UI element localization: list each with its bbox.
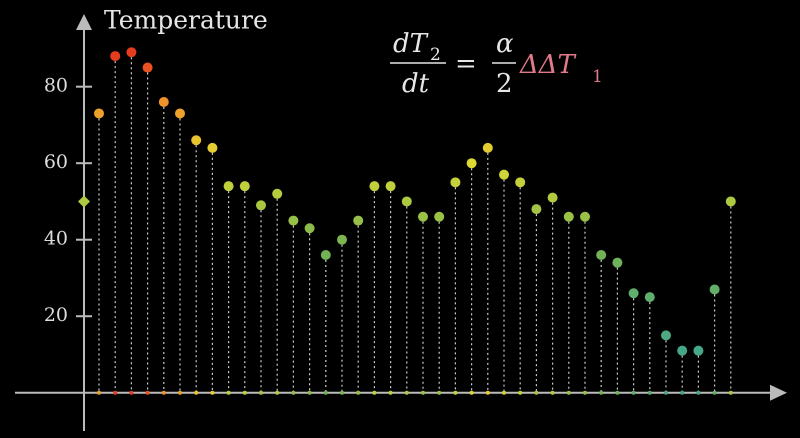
y-tick-label: 40 xyxy=(44,228,68,250)
base-dot xyxy=(275,390,280,395)
base-dot xyxy=(340,390,344,395)
point xyxy=(320,250,331,261)
base-dot xyxy=(178,390,182,395)
point xyxy=(418,211,428,222)
point xyxy=(499,169,509,180)
base-dot xyxy=(728,390,733,395)
point xyxy=(596,250,607,261)
point xyxy=(482,142,493,153)
point xyxy=(239,181,250,192)
point xyxy=(709,284,720,295)
y-tick-label: 80 xyxy=(44,75,68,97)
base-dot xyxy=(356,390,361,395)
point xyxy=(563,211,574,222)
y-axis-arrow xyxy=(76,14,92,30)
base-dot xyxy=(242,390,247,395)
base-dot xyxy=(469,390,474,395)
eq-rhs-term: ΔΔT xyxy=(519,50,577,80)
base-dot xyxy=(210,390,215,395)
point xyxy=(612,257,623,268)
base-dot xyxy=(372,390,377,395)
eq-lhs-den: dt xyxy=(402,69,430,99)
base-dot xyxy=(534,390,539,395)
base-dot xyxy=(307,390,312,395)
base-dot xyxy=(453,390,458,395)
point xyxy=(677,345,688,356)
point xyxy=(531,204,542,215)
point xyxy=(304,223,315,234)
point xyxy=(142,62,153,73)
point xyxy=(256,200,266,211)
base-dot xyxy=(664,390,668,395)
point xyxy=(466,158,477,169)
base-dot xyxy=(129,390,134,395)
point xyxy=(369,181,380,192)
base-dot xyxy=(437,390,442,395)
point xyxy=(207,142,218,153)
base-dot xyxy=(502,390,506,395)
point xyxy=(272,188,283,199)
base-dot xyxy=(388,390,393,395)
point xyxy=(628,288,639,299)
y-axis-label: Temperature xyxy=(104,6,268,35)
base-dot xyxy=(145,390,150,395)
point xyxy=(223,181,234,192)
point xyxy=(693,345,704,356)
point xyxy=(337,234,347,245)
base-dot xyxy=(583,390,587,395)
base-dot xyxy=(194,390,199,395)
equation: dT 2 dt = α 2 ΔΔT 1 xyxy=(390,29,603,99)
x-axis-arrow xyxy=(770,384,787,401)
point xyxy=(401,196,412,207)
point xyxy=(725,196,736,207)
base-dot xyxy=(680,390,685,395)
point xyxy=(450,177,461,188)
point xyxy=(94,108,104,119)
base-dot xyxy=(161,390,166,395)
point xyxy=(288,215,299,226)
point xyxy=(515,177,526,188)
point xyxy=(434,211,445,222)
base-dot xyxy=(97,390,101,395)
point xyxy=(110,51,121,62)
base-dot xyxy=(518,390,523,395)
base-dot xyxy=(615,390,620,395)
base-dot xyxy=(631,390,636,395)
eq-rhs-den: 2 xyxy=(496,69,513,99)
point xyxy=(353,215,364,226)
base-dot xyxy=(291,390,296,395)
eq-lhs-sub: 2 xyxy=(430,45,441,65)
base-dot xyxy=(566,390,571,395)
base-dot xyxy=(226,390,231,395)
base-dot xyxy=(696,390,701,395)
point xyxy=(191,135,202,146)
base-dot xyxy=(712,390,717,395)
base-dot xyxy=(599,390,604,395)
point xyxy=(547,192,558,203)
axis-marker xyxy=(78,195,90,208)
base-dot xyxy=(323,390,328,395)
base-dot xyxy=(647,390,652,395)
base-dot xyxy=(113,390,118,395)
point xyxy=(385,181,396,192)
point xyxy=(158,96,169,107)
base-dot xyxy=(485,390,490,395)
base-dot xyxy=(259,390,263,395)
base-dot xyxy=(550,390,555,395)
eq-equals: = xyxy=(455,49,477,79)
point xyxy=(661,330,671,341)
eq-rhs-sub: 1 xyxy=(592,67,603,87)
point xyxy=(126,47,137,58)
point xyxy=(644,292,655,303)
base-dot xyxy=(404,390,409,395)
base-dot xyxy=(421,390,425,395)
point xyxy=(175,108,185,119)
point xyxy=(580,211,590,222)
eq-lhs-num: dT xyxy=(393,29,429,59)
y-tick-label: 20 xyxy=(44,304,68,326)
eq-rhs-num: α xyxy=(496,29,514,59)
y-tick-label: 60 xyxy=(44,151,68,173)
